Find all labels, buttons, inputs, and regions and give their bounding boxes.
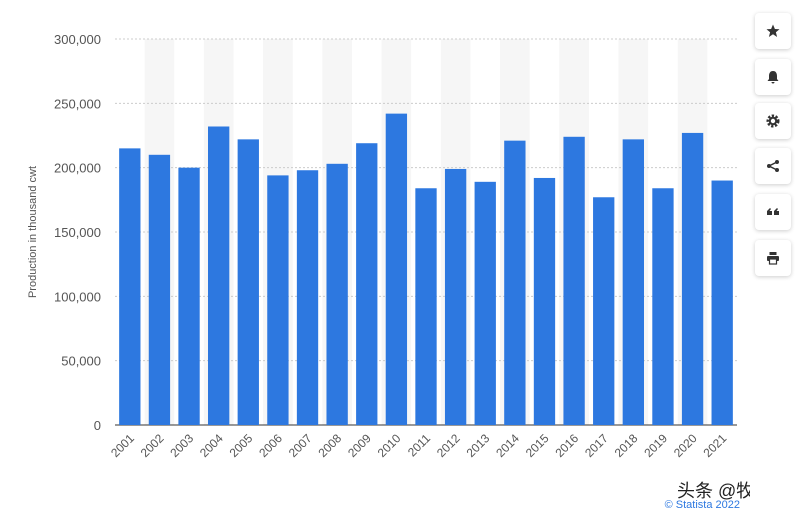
bar bbox=[563, 136, 585, 425]
bar bbox=[652, 188, 674, 425]
x-tick-label: 2015 bbox=[523, 431, 552, 460]
x-tick-label: 2010 bbox=[375, 431, 404, 460]
bar bbox=[504, 140, 526, 425]
x-tick-label: 2012 bbox=[434, 431, 463, 460]
y-tick-label: 300,000 bbox=[54, 32, 101, 47]
bar bbox=[208, 126, 230, 425]
y-tick-label: 0 bbox=[94, 418, 101, 433]
bar bbox=[119, 148, 141, 425]
x-tick-label: 2001 bbox=[108, 431, 137, 460]
x-tick-label: 2006 bbox=[256, 431, 285, 460]
x-tick-label: 2019 bbox=[641, 431, 670, 460]
y-tick-label: 250,000 bbox=[54, 96, 101, 111]
share-button[interactable] bbox=[755, 148, 791, 184]
bar bbox=[711, 180, 733, 425]
chart: 0 50,000 100,000 150,000 200,000 250,000 300,0… bbox=[27, 32, 772, 511]
plot: 0 50,000 100,000 150,000 200,000 250,000 300,0… bbox=[54, 32, 737, 460]
x-tick-label: 2003 bbox=[167, 431, 196, 460]
y-tick-label: 150,000 bbox=[54, 225, 101, 240]
x-tick-label: 2014 bbox=[493, 431, 522, 460]
bar bbox=[296, 170, 319, 425]
bar bbox=[356, 143, 378, 425]
bar bbox=[681, 132, 704, 425]
favorite-button[interactable] bbox=[755, 13, 791, 49]
bar bbox=[267, 175, 289, 425]
bar bbox=[622, 139, 644, 426]
x-tick-label: 2005 bbox=[227, 431, 256, 460]
bar bbox=[385, 113, 408, 426]
x-tick-label: 2013 bbox=[464, 431, 493, 460]
print-button[interactable] bbox=[755, 240, 791, 276]
x-tick-label: 2004 bbox=[197, 431, 226, 460]
bar bbox=[474, 181, 496, 425]
x-tick-label: 2002 bbox=[138, 431, 167, 460]
bar bbox=[533, 177, 556, 425]
bar bbox=[178, 167, 200, 425]
y-tick-label: 200,000 bbox=[54, 161, 101, 176]
bar bbox=[415, 188, 437, 425]
cite-button[interactable] bbox=[755, 194, 791, 230]
notify-button[interactable] bbox=[755, 59, 791, 95]
y-tick-label: 100,000 bbox=[54, 289, 101, 304]
x-tick-label: 2017 bbox=[582, 431, 611, 460]
bar bbox=[593, 197, 615, 425]
x-tick-label: 2016 bbox=[552, 431, 581, 460]
source[interactable]: © Statista 2022 bbox=[665, 499, 740, 511]
bar bbox=[444, 168, 467, 425]
y-axis-title: Production in thousand cwt bbox=[27, 166, 39, 298]
x-tick-label: 2009 bbox=[345, 431, 374, 460]
x-tick-label: 2007 bbox=[286, 431, 315, 460]
watermark: 头条 @牧海 bbox=[677, 481, 750, 501]
bar bbox=[237, 139, 259, 426]
x-tick-label: 2011 bbox=[405, 431, 433, 459]
bar bbox=[326, 163, 348, 425]
x-tick-label: 2020 bbox=[671, 431, 700, 460]
y-tick-label: 50,000 bbox=[61, 354, 101, 369]
x-tick-label: 2021 bbox=[701, 431, 730, 460]
bar bbox=[148, 154, 171, 426]
x-tick-label: 2008 bbox=[315, 431, 344, 460]
x-tick-label: 2018 bbox=[612, 431, 641, 460]
settings-button[interactable] bbox=[755, 103, 791, 139]
